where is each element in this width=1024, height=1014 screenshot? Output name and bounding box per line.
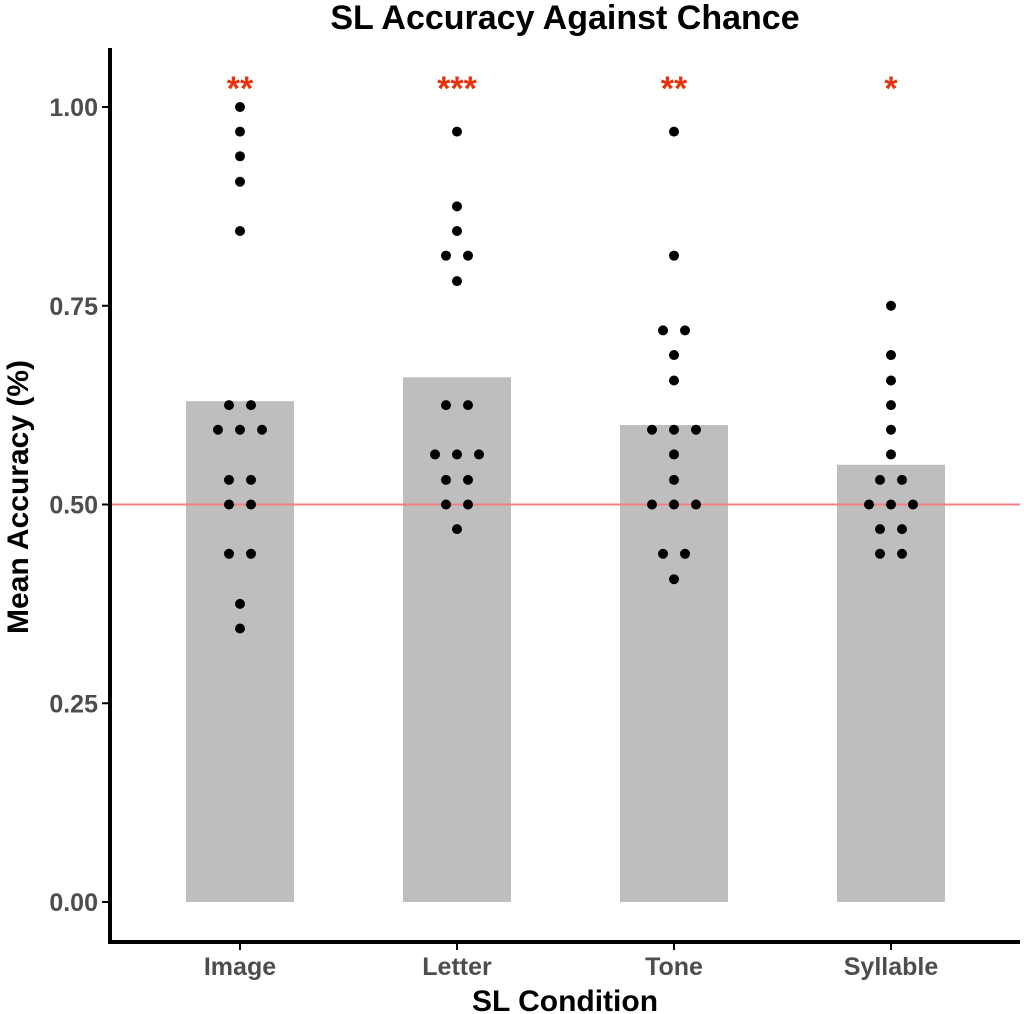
data-point-image <box>235 151 245 162</box>
data-point-tone <box>691 424 701 435</box>
data-point-syllable <box>886 499 896 510</box>
data-point-syllable <box>875 474 885 485</box>
data-point-tone <box>658 548 668 559</box>
data-point-tone <box>669 350 679 361</box>
data-point-tone <box>669 126 679 137</box>
x-tick-label-tone: Tone <box>645 953 703 981</box>
data-point-image <box>235 598 245 609</box>
axes-layer: 0.00 0.25 0.50 0.75 1.00 Image Letter Tone Sylla… <box>49 48 1020 981</box>
data-point-image <box>235 623 245 634</box>
significance-label-syllable: * <box>884 70 898 108</box>
data-point-letter <box>452 449 462 460</box>
data-point-syllable <box>908 499 918 510</box>
y-tick-label: 0.75 <box>49 293 98 321</box>
data-point-letter <box>441 474 451 485</box>
data-point-letter <box>452 276 462 287</box>
chart-title: SL Accuracy Against Chance <box>330 0 799 37</box>
data-point-letter <box>463 250 473 261</box>
data-point-syllable <box>886 449 896 460</box>
significance-label-image: ** <box>227 70 254 108</box>
significance-layer: ** *** ** * <box>227 70 899 108</box>
y-tick-label: 0.50 <box>49 492 98 520</box>
y-tick-label: 0.25 <box>49 690 98 718</box>
x-tick-label-letter: Letter <box>422 953 492 981</box>
data-point-letter <box>452 126 462 137</box>
significance-label-tone: ** <box>661 70 688 108</box>
bars-layer <box>186 377 945 902</box>
data-point-tone <box>680 548 690 559</box>
data-point-image <box>213 424 223 435</box>
data-point-tone <box>669 424 679 435</box>
data-point-image <box>224 499 234 510</box>
data-point-syllable <box>875 548 885 559</box>
data-point-image <box>246 400 256 411</box>
data-point-letter <box>474 449 484 460</box>
bar-tone <box>620 425 728 902</box>
data-point-tone <box>669 499 679 510</box>
data-point-tone <box>680 325 690 336</box>
data-point-syllable <box>886 424 896 435</box>
data-point-syllable <box>886 375 896 386</box>
bar-letter <box>403 377 511 902</box>
y-tick-label: 1.00 <box>49 94 98 122</box>
data-point-syllable <box>875 524 885 535</box>
data-point-syllable <box>897 474 907 485</box>
data-point-letter <box>463 474 473 485</box>
data-point-letter <box>441 400 451 411</box>
data-point-image <box>246 548 256 559</box>
data-point-letter <box>452 201 462 212</box>
y-axis-label: Mean Accuracy (%) <box>2 360 35 634</box>
data-point-syllable <box>864 499 874 510</box>
data-point-image <box>235 126 245 137</box>
data-point-tone <box>669 449 679 460</box>
data-point-syllable <box>897 524 907 535</box>
x-tick-label-syllable: Syllable <box>844 953 939 981</box>
data-point-letter <box>430 449 440 460</box>
points-layer <box>213 102 918 634</box>
data-point-image <box>224 400 234 411</box>
data-point-syllable <box>886 350 896 361</box>
data-point-letter <box>441 499 451 510</box>
data-point-letter <box>452 226 462 237</box>
bar-syllable <box>837 464 945 902</box>
data-point-image <box>246 499 256 510</box>
data-point-tone <box>669 474 679 485</box>
data-point-syllable <box>886 400 896 411</box>
data-point-image <box>235 226 245 237</box>
data-point-tone <box>669 574 679 585</box>
data-point-image <box>224 548 234 559</box>
data-point-letter <box>441 250 451 261</box>
data-point-tone <box>658 325 668 336</box>
data-point-image <box>235 176 245 187</box>
significance-label-letter: *** <box>437 70 477 108</box>
x-axis-label: SL Condition <box>472 985 658 1014</box>
data-point-tone <box>669 375 679 386</box>
bar-image <box>186 401 294 902</box>
data-point-letter <box>463 499 473 510</box>
x-tick-label-image: Image <box>204 953 276 981</box>
data-point-syllable <box>897 548 907 559</box>
data-point-image <box>224 474 234 485</box>
data-point-image <box>257 424 267 435</box>
data-point-tone <box>669 250 679 261</box>
data-point-letter <box>452 524 462 535</box>
y-tick-label: 0.00 <box>49 889 98 917</box>
data-point-tone <box>691 499 701 510</box>
data-point-letter <box>463 400 473 411</box>
data-point-tone <box>647 424 657 435</box>
data-point-image <box>246 474 256 485</box>
data-point-image <box>235 102 245 112</box>
data-point-tone <box>647 499 657 510</box>
data-point-syllable <box>886 300 896 311</box>
data-point-image <box>235 424 245 435</box>
